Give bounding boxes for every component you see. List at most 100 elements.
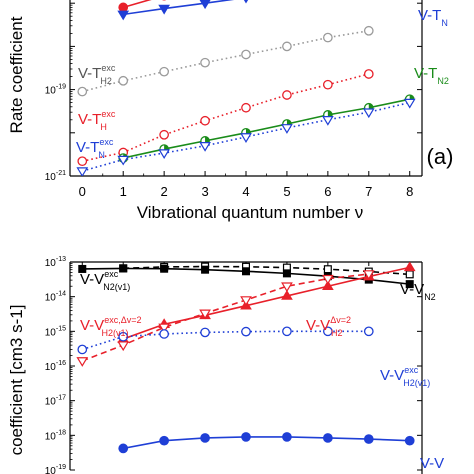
data-point	[77, 344, 88, 355]
x-axis-label: Vibrational quantum number ν	[137, 203, 364, 222]
data-point	[240, 133, 252, 143]
data-point	[78, 264, 87, 273]
annotation-vt_n: V-Texc N	[76, 137, 114, 160]
series-vt_h	[77, 69, 374, 167]
series-line	[123, 436, 410, 450]
x-tick-label: 6	[324, 184, 331, 199]
series-vv_exc_dv2	[76, 270, 375, 367]
x-tick-label: 5	[283, 184, 290, 199]
y-tick-label: 10-21	[45, 170, 66, 183]
annotation-base: V-T	[78, 65, 101, 82]
data-point	[282, 269, 291, 278]
data-point	[159, 129, 169, 140]
annotation-superscript: exc	[101, 109, 116, 119]
data-point	[119, 264, 128, 273]
y-tick-exponent: -14	[56, 291, 66, 298]
y-tick-exponent: -19	[56, 464, 66, 471]
annotation-vv_h2: V-VΔv=2 H2	[306, 315, 351, 338]
annotation-subscript: H	[100, 122, 107, 132]
series-line	[81, 273, 369, 362]
data-point	[363, 25, 374, 36]
y-tick-label: 10-17	[45, 395, 66, 408]
data-point	[158, 323, 170, 334]
y-axis-label: coefficient [cm3 s-1]	[7, 305, 26, 456]
y-tick-exponent: -18	[56, 429, 66, 436]
series-vt_n	[76, 98, 416, 176]
data-point	[243, 0, 249, 4]
data-point	[241, 102, 251, 113]
series-line	[122, 266, 410, 340]
y-tick-base: 10	[45, 293, 57, 304]
y-tick-base: 10	[45, 397, 57, 408]
y-tick-base: 10	[45, 327, 57, 338]
y-tick-base: 10	[45, 431, 57, 442]
data-point	[158, 149, 170, 160]
y-tick-base: 10	[45, 86, 57, 97]
data-point	[241, 432, 251, 442]
y-tick-exponent: -13	[56, 256, 66, 263]
data-point	[322, 280, 334, 291]
annotation-vv_h2_exc: V-Vexc H2(v1)	[380, 365, 430, 388]
y-tick-label: 10-19	[45, 84, 66, 97]
data-point	[160, 264, 169, 273]
data-point	[242, 267, 251, 276]
annotation-superscript: exc,Δv=2	[104, 315, 141, 325]
data-point	[405, 270, 414, 279]
annotation-subscript: N2(v1)	[103, 282, 130, 292]
panel-b-chart: 10-1310-1410-1510-1610-1710-1810-19coeff…	[7, 256, 444, 474]
y-tick-label: 10-15	[45, 325, 66, 338]
series-line	[82, 29, 369, 93]
y-tick-exponent: -17	[56, 395, 66, 402]
data-point	[282, 90, 292, 100]
series-vv_bottom	[118, 432, 415, 454]
panel-label: (a)	[427, 144, 454, 169]
data-point	[403, 98, 416, 109]
annotation-vv_exc_dv2: V-Vexc,Δv=2 H2(v1)	[80, 315, 141, 338]
annotation-base: V-T	[76, 139, 99, 156]
annotation-base: V-T	[414, 65, 437, 82]
annotation-base: V-V	[420, 455, 444, 472]
annotation-superscript: exc	[404, 365, 419, 375]
y-tick-label: 10-18	[45, 429, 66, 442]
data-point	[199, 142, 211, 152]
y-tick-base: 10	[45, 466, 57, 474]
annotation-vv_bottom: V-V	[420, 455, 444, 472]
annotation-vt_h2: V-Texc H2	[78, 63, 116, 86]
data-point	[118, 75, 129, 86]
annotation-subscript: N2	[437, 76, 449, 86]
x-tick-label: 3	[201, 184, 208, 199]
y-tick-exponent: -16	[56, 360, 66, 367]
y-axis-label: Rate coefficient	[7, 16, 26, 133]
series-line	[122, 0, 152, 9]
data-point	[76, 357, 89, 367]
data-point	[200, 433, 210, 443]
annotation-vv_n2: V-VN2	[400, 281, 436, 302]
data-point	[323, 79, 333, 90]
data-point	[322, 115, 334, 126]
y-tick-base: 10	[45, 258, 57, 269]
series-blue_top	[117, 0, 249, 21]
data-point	[201, 265, 210, 274]
data-point	[363, 326, 374, 337]
data-point	[323, 32, 333, 43]
y-tick-exponent: -19	[56, 84, 66, 91]
data-point	[118, 331, 129, 342]
annotation-subscript: H2	[331, 328, 343, 338]
annotation-base: V-V	[80, 317, 104, 334]
data-point	[200, 115, 210, 126]
data-point	[363, 69, 374, 79]
data-point	[118, 443, 129, 454]
annotation-superscript: exc	[99, 137, 114, 147]
data-point	[323, 265, 332, 274]
data-point	[77, 156, 88, 167]
x-tick-label: 7	[365, 184, 372, 199]
annotation-superscript: exc	[101, 63, 116, 73]
data-point	[404, 435, 415, 446]
annotation-base: V-T	[78, 111, 101, 128]
data-point	[199, 309, 211, 320]
annotation-subscript: H2	[100, 76, 112, 86]
series-vt_h2	[77, 25, 374, 97]
annotation-subscript: N	[98, 150, 105, 160]
series-red_top	[118, 0, 167, 13]
